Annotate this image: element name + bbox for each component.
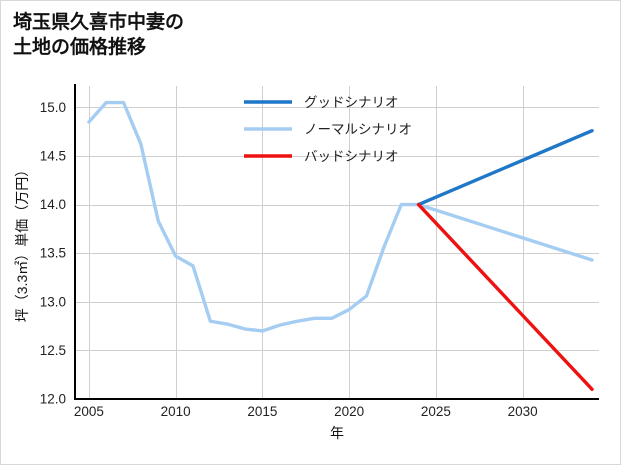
x-tick-label: 2030 [508,404,538,419]
series-line [87,100,594,333]
legend-label: ノーマルシナリオ [304,122,412,137]
axis-spines [73,84,599,401]
data-series-layer [87,100,594,391]
x-tick-label: 2010 [161,404,191,419]
x-axis-tick-labels: 2005 2010 2015 2020 2025 2030 [74,404,538,419]
x-axis-title: 年 [330,425,344,441]
y-axis-tick-labels: 12.0 12.5 13.0 13.5 14.0 14.5 15.0 [40,100,66,407]
legend-label: バッドシナリオ [304,149,399,164]
x-tick-label: 2015 [247,404,277,419]
y-tick-label: 12.0 [40,392,66,407]
page-title: 埼玉県久喜市中妻の 土地の価格推移 [13,12,185,59]
x-tick-label: 2020 [334,404,364,419]
series-line [416,202,594,391]
y-tick-label: 12.5 [40,343,66,358]
x-tick-label: 2005 [74,404,104,419]
y-tick-label: 14.0 [40,197,66,212]
y-tick-label: 14.5 [40,148,66,163]
legend-label: グッドシナリオ [304,95,399,110]
y-tick-label: 13.0 [40,294,66,309]
gridlines [75,86,599,400]
series-line [416,129,594,207]
y-tick-label: 15.0 [40,100,66,115]
y-axis-title: 坪（3.3㎡）単価（万円） [14,163,30,322]
axis-titles: 年 坪（3.3㎡）単価（万円） [14,163,344,441]
x-tick-label: 2025 [421,404,451,419]
y-tick-label: 13.5 [40,246,66,261]
